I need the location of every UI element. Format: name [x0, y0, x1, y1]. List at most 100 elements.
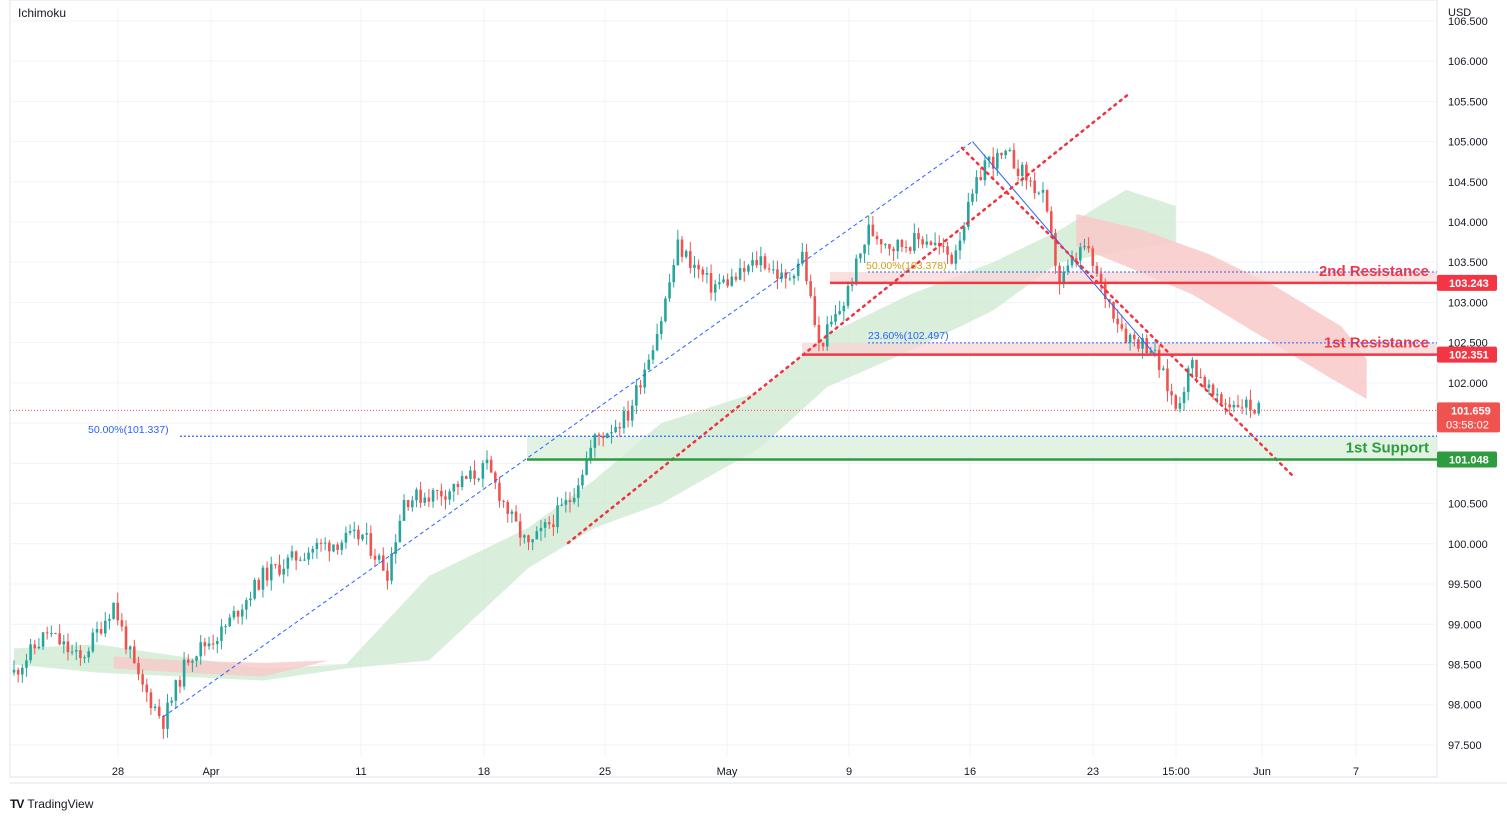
candle-up[interactable]: [411, 500, 414, 508]
candle-up[interactable]: [884, 244, 887, 246]
indicator-legend[interactable]: Ichimoku: [18, 6, 67, 20]
candle-down[interactable]: [979, 177, 983, 181]
candle-down[interactable]: [502, 500, 505, 502]
candle-up[interactable]: [299, 559, 302, 561]
candle-up[interactable]: [1207, 384, 1211, 388]
candle-down[interactable]: [427, 497, 431, 502]
candle-down[interactable]: [709, 273, 713, 293]
candle-up[interactable]: [70, 651, 74, 653]
candle-up[interactable]: [788, 278, 792, 280]
candle-up[interactable]: [859, 253, 862, 259]
candle-down[interactable]: [99, 629, 103, 634]
candle-up[interactable]: [1257, 402, 1261, 414]
descending-trendline[interactable]: [960, 146, 1294, 477]
candle-up[interactable]: [510, 511, 514, 514]
candle-up[interactable]: [572, 497, 576, 503]
candle-down[interactable]: [1049, 211, 1053, 234]
candle-up[interactable]: [576, 485, 580, 498]
candle-down[interactable]: [701, 269, 705, 275]
candle-down[interactable]: [257, 579, 261, 590]
candle-up[interactable]: [344, 532, 348, 543]
candle-up[interactable]: [718, 282, 721, 285]
candle-up[interactable]: [448, 491, 451, 500]
candle-up[interactable]: [166, 702, 169, 729]
candle-up[interactable]: [415, 489, 418, 501]
candle-up[interactable]: [838, 311, 841, 314]
candle-down[interactable]: [435, 490, 439, 492]
candle-down[interactable]: [689, 251, 692, 268]
candle-up[interactable]: [108, 618, 111, 621]
candle-down[interactable]: [1236, 404, 1240, 408]
candle-up[interactable]: [606, 433, 609, 439]
candle-down[interactable]: [1058, 265, 1061, 285]
candle-down[interactable]: [946, 246, 949, 255]
candle-up[interactable]: [1162, 368, 1165, 370]
candle-down[interactable]: [547, 522, 551, 525]
candle-down[interactable]: [904, 247, 908, 249]
candle-down[interactable]: [991, 156, 995, 169]
candle-up[interactable]: [1215, 394, 1219, 396]
candle-up[interactable]: [593, 434, 597, 448]
candle-up[interactable]: [655, 333, 659, 351]
candle-down[interactable]: [506, 501, 510, 514]
candle-down[interactable]: [58, 633, 61, 645]
candle-up[interactable]: [220, 626, 223, 641]
candle-down[interactable]: [817, 325, 821, 343]
candle-up[interactable]: [398, 520, 402, 543]
candle-up[interactable]: [402, 500, 406, 521]
candle-up[interactable]: [469, 470, 472, 479]
candle-up[interactable]: [103, 620, 107, 634]
candle-up[interactable]: [751, 259, 754, 266]
candle-up[interactable]: [390, 553, 393, 581]
candle-down[interactable]: [618, 426, 622, 429]
candle-down[interactable]: [120, 620, 124, 627]
candle-down[interactable]: [16, 669, 20, 675]
candle-up[interactable]: [170, 700, 173, 703]
candle-down[interactable]: [54, 633, 57, 635]
candle-down[interactable]: [1120, 324, 1124, 329]
candle-up[interactable]: [556, 505, 559, 528]
candle-down[interactable]: [66, 641, 70, 653]
candle-up[interactable]: [1245, 399, 1248, 408]
candle-down[interactable]: [319, 542, 323, 544]
ascending-trendline[interactable]: [566, 91, 1132, 545]
candle-up[interactable]: [182, 659, 186, 687]
candle-up[interactable]: [560, 504, 563, 506]
candle-up[interactable]: [228, 617, 232, 627]
candle-down[interactable]: [137, 663, 140, 675]
candle-down[interactable]: [763, 256, 767, 269]
candle-down[interactable]: [141, 674, 144, 685]
candle-up[interactable]: [95, 629, 99, 633]
candle-down[interactable]: [494, 472, 497, 483]
candle-up[interactable]: [738, 268, 742, 280]
candle-down[interactable]: [871, 224, 875, 237]
candle-up[interactable]: [361, 534, 364, 540]
candle-up[interactable]: [195, 656, 198, 661]
candle-down[interactable]: [917, 233, 920, 240]
candle-up[interactable]: [863, 244, 866, 254]
candle-up[interactable]: [232, 610, 236, 618]
candle-down[interactable]: [149, 692, 153, 709]
candle-up[interactable]: [1066, 265, 1070, 272]
candle-down[interactable]: [203, 642, 207, 647]
candle-up[interactable]: [792, 275, 796, 279]
candle-up[interactable]: [780, 272, 783, 279]
candle-down[interactable]: [1108, 299, 1111, 302]
candle-down[interactable]: [742, 268, 746, 272]
candle-down[interactable]: [1095, 265, 1099, 274]
candle-down[interactable]: [908, 247, 912, 251]
candle-down[interactable]: [489, 459, 493, 473]
candle-down[interactable]: [568, 500, 572, 503]
candle-up[interactable]: [423, 497, 427, 503]
candle-down[interactable]: [1074, 258, 1078, 261]
candle-up[interactable]: [1128, 334, 1132, 343]
candle-up[interactable]: [747, 265, 750, 272]
candle-up[interactable]: [854, 258, 858, 285]
candle-up[interactable]: [1079, 247, 1082, 261]
candle-up[interactable]: [705, 273, 709, 275]
candle-down[interactable]: [1195, 359, 1198, 377]
candle-up[interactable]: [307, 552, 310, 560]
candle-down[interactable]: [1045, 190, 1049, 212]
candle-up[interactable]: [1182, 392, 1186, 404]
candle-up[interactable]: [240, 609, 244, 617]
